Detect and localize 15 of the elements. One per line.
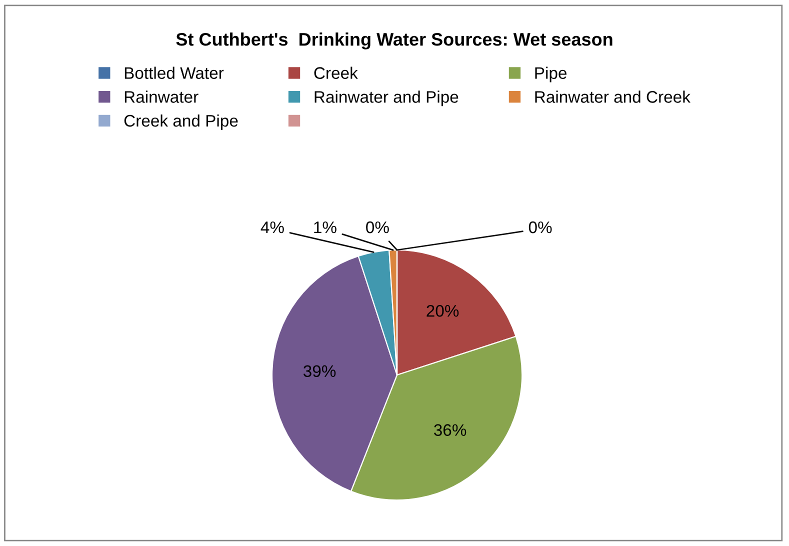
legend-label: Bottled Water (124, 66, 224, 79)
data-label: 20% (426, 304, 459, 317)
legend-label: Rainwater and Creek (535, 90, 690, 103)
legend-label: Rainwater and Pipe (314, 90, 458, 106)
text: 0% (528, 221, 552, 234)
legend-label: Creek (314, 66, 358, 79)
data-label: 36% (434, 424, 466, 436)
legend-label: Creek and Pipe (124, 114, 238, 130)
chart-title: St Cuthbert's Drinking Water Sources: Wet season (176, 32, 612, 50)
data-label: 39% (303, 365, 336, 378)
text: 0% (366, 221, 389, 234)
legend-label: Pipe (535, 66, 567, 82)
data-label: 4% (260, 221, 284, 234)
legend-label: Rainwater (124, 90, 198, 103)
data-label: 1% (314, 221, 336, 234)
